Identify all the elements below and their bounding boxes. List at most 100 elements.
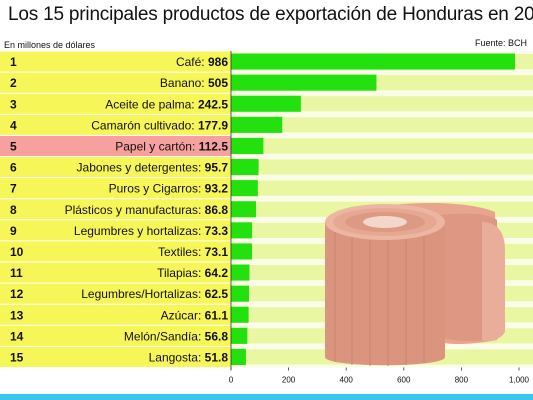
category-label: Azúcar: 61.1 [161, 308, 229, 322]
data-label: 177.9 [198, 118, 228, 132]
category-name: Legumbres/Hortalizas: [81, 287, 204, 301]
category-label: Textiles: 73.1 [158, 245, 228, 259]
category-name: Melón/Sandía: [124, 329, 205, 343]
category-name: Jabones y detergentes: [77, 161, 205, 175]
category-label: Aceite de palma: 242.5 [105, 97, 228, 111]
data-label: 505 [208, 76, 228, 90]
row-label-background [0, 325, 231, 346]
rank-label: 3 [10, 97, 17, 111]
row-label-background [0, 135, 231, 156]
category-label: Café: 986 [176, 55, 228, 69]
bar [231, 348, 246, 365]
rank-label: 9 [10, 224, 17, 238]
category-name: Papel y cartón: [115, 139, 198, 153]
rank-label: 1 [10, 55, 17, 69]
bar [231, 53, 515, 70]
rank-label: 8 [10, 203, 17, 217]
row-label-background [0, 157, 231, 178]
data-label: 93.2 [205, 182, 229, 196]
data-label: 61.1 [205, 308, 229, 322]
rank-label: 15 [10, 350, 24, 364]
paper-roll-illustration [325, 202, 505, 366]
data-label: 73.1 [205, 245, 229, 259]
data-label: 986 [208, 55, 228, 69]
bar [231, 243, 253, 260]
bar [231, 159, 259, 176]
row-stripe [231, 180, 533, 196]
bar [231, 264, 250, 281]
rank-label: 7 [10, 182, 17, 196]
data-label: 73.3 [205, 224, 229, 238]
data-label: 64.2 [205, 266, 229, 280]
row-stripe [231, 96, 533, 112]
row-label-background [0, 220, 231, 241]
bar [231, 285, 249, 302]
category-label: Tilapias: 64.2 [157, 266, 228, 280]
row-label-background [0, 262, 231, 283]
rank-label: 13 [10, 308, 24, 322]
source-note: Fuente: BCH [474, 38, 527, 48]
category-label: Langosta: 51.8 [149, 350, 229, 364]
category-name: Legumbres y hortalizas: [74, 224, 205, 238]
category-name: Plásticos y manufacturas: [65, 203, 205, 217]
category-name: Azúcar: [161, 308, 205, 322]
x-tick-label: 1,000 [509, 376, 530, 385]
bottom-accent-rule [0, 394, 533, 400]
bar [231, 222, 253, 239]
bar [231, 327, 248, 344]
row-label-background [0, 93, 231, 114]
data-label: 112.5 [199, 139, 229, 153]
category-name: Café: [176, 55, 208, 69]
x-axis: 0 200 400 600 800 1,000 [229, 51, 530, 385]
category-name: Langosta: [149, 350, 205, 364]
row-label-background [0, 72, 231, 93]
row-label-background [0, 241, 231, 262]
category-label: Puros y Cigarros: 93.2 [109, 182, 229, 196]
x-tick-label: 0 [229, 376, 234, 385]
category-name: Banano: [160, 76, 208, 90]
row-stripe [231, 117, 533, 133]
rank-label: 12 [10, 287, 24, 301]
bar [231, 116, 283, 133]
x-tick-label: 800 [455, 376, 469, 385]
rank-label: 6 [10, 161, 17, 175]
data-label: 86.8 [205, 203, 229, 217]
rank-label: 4 [10, 118, 17, 132]
rank-label: 10 [10, 245, 24, 259]
bar [231, 201, 256, 218]
category-name: Puros y Cigarros: [109, 182, 205, 196]
bar [231, 306, 249, 323]
row-label-background [0, 51, 231, 72]
category-label: Banano: 505 [160, 76, 228, 90]
row-label-background [0, 304, 231, 325]
category-name: Tilapias: [157, 266, 205, 280]
category-label: Legumbres y hortalizas: 73.3 [74, 224, 228, 238]
row-label-background [0, 114, 231, 135]
bar [231, 180, 258, 197]
data-label: 51.8 [205, 350, 229, 364]
row-label-background [0, 283, 231, 304]
row-label-background [0, 199, 231, 220]
category-name: Aceite de palma: [105, 97, 198, 111]
data-label: 242.5 [198, 97, 228, 111]
bar [231, 74, 377, 91]
row-stripe [231, 159, 533, 175]
bar [231, 137, 264, 154]
data-label: 95.7 [205, 161, 229, 175]
bar [231, 95, 301, 112]
x-tick-label: 200 [282, 376, 296, 385]
bars [231, 53, 515, 365]
rank-label: 11 [10, 266, 23, 280]
rank-label: 2 [10, 76, 17, 90]
units-note: En millones de dólares [4, 40, 96, 50]
category-name: Textiles: [158, 245, 205, 259]
data-label: 62.5 [205, 287, 229, 301]
rank-label: 5 [10, 139, 17, 153]
row-stripe [231, 138, 533, 154]
category-label: Jabones y detergentes: 95.7 [77, 161, 229, 175]
chart-title: Los 15 principales productos de exportac… [8, 4, 533, 25]
rank-label: 14 [10, 329, 24, 343]
category-label: Plásticos y manufacturas: 86.8 [65, 203, 229, 217]
row-label-background [0, 346, 231, 367]
